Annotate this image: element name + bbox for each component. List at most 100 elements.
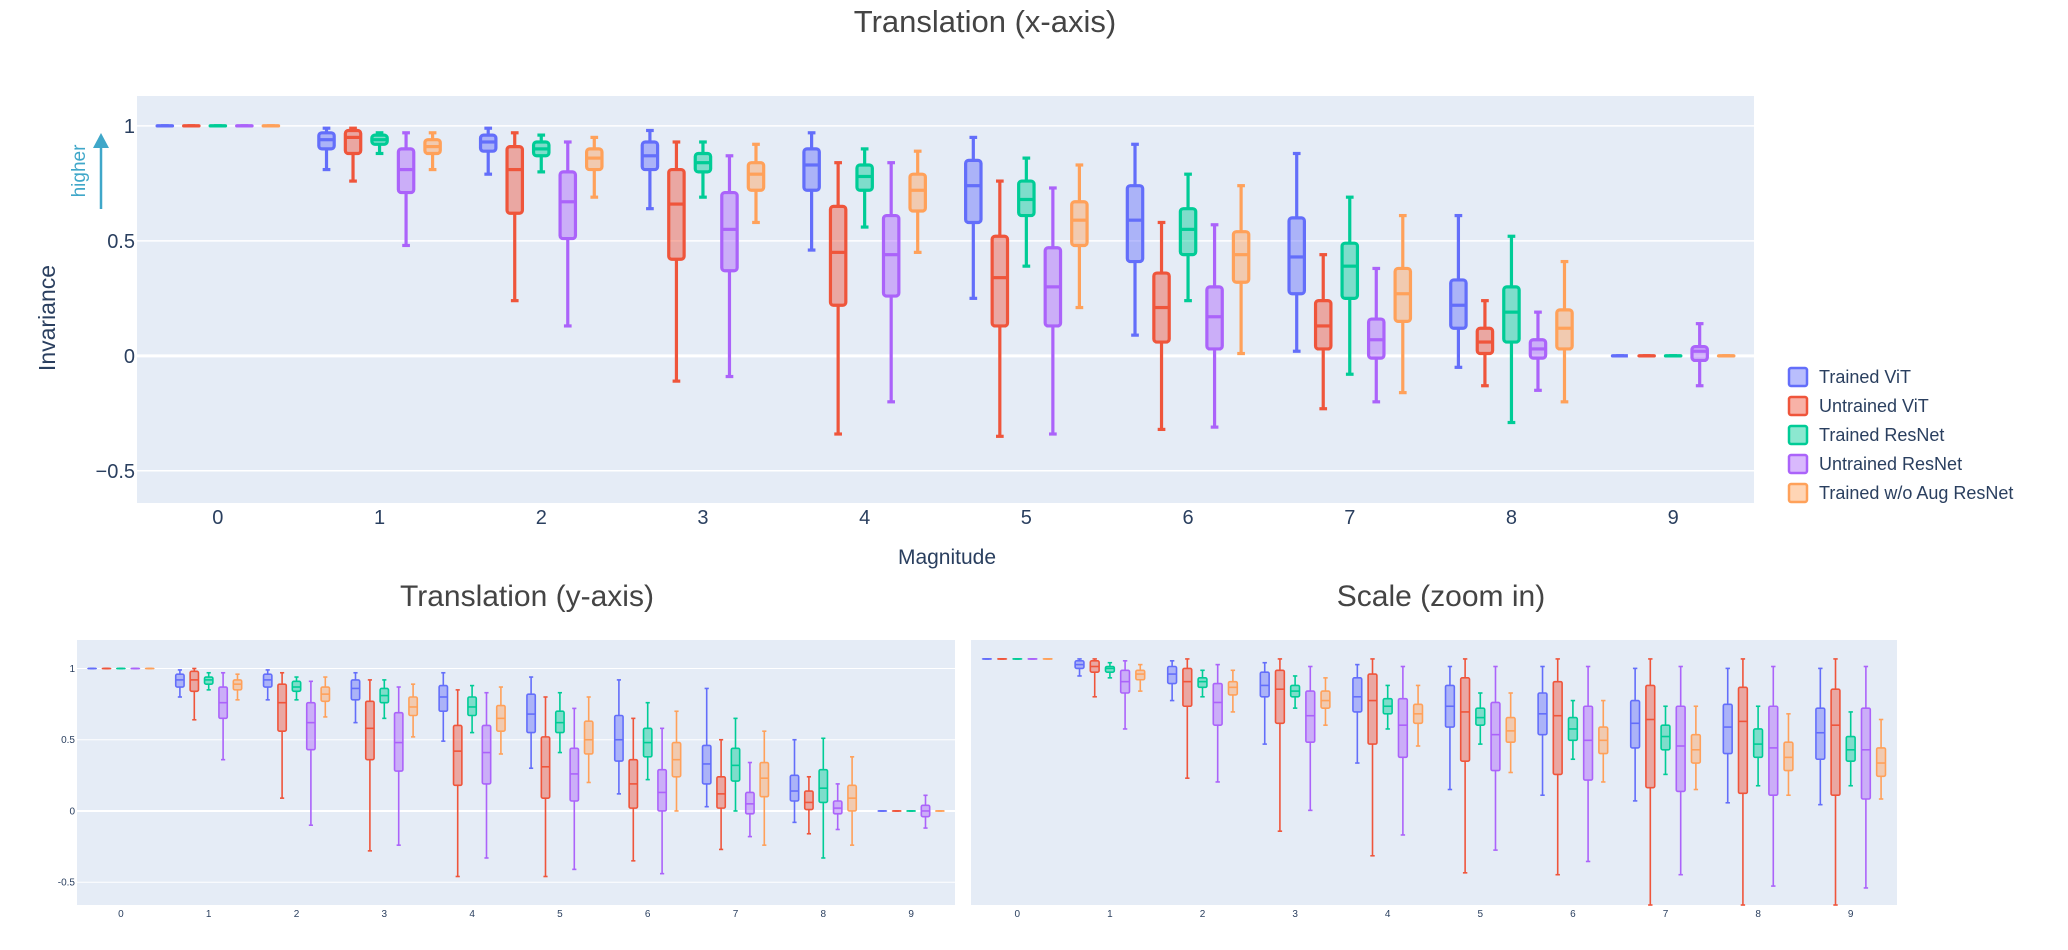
legend-entry-trained-resnet[interactable]: Trained ResNet <box>1787 424 1944 446</box>
box-body <box>964 158 983 225</box>
box-trained-w-o-aug-resnet-3 <box>1320 677 1331 726</box>
legend-swatch <box>1787 366 1809 388</box>
box-trained-vit-3 <box>1259 661 1270 745</box>
box-untrained-resnet-3 <box>393 686 404 846</box>
box-body <box>716 775 727 809</box>
legend-entry-trained-w-o-aug-resnet[interactable]: Trained w/o Aug ResNet <box>1787 482 2013 504</box>
box-body <box>1104 665 1116 673</box>
x-tick-label: 3 <box>382 909 388 920</box>
box-untrained-vit-7 <box>1645 658 1656 906</box>
box-trained-vit-6 <box>1537 665 1548 797</box>
box-body <box>1475 707 1486 726</box>
box-body <box>350 679 361 701</box>
box-body <box>1690 733 1702 764</box>
x-tick-label: 5 <box>1021 507 1032 529</box>
box-body <box>481 724 492 785</box>
x-tick-label: 8 <box>821 909 827 920</box>
box-body <box>1231 230 1251 284</box>
box-trained-w-o-aug-resnet-9 <box>1875 718 1887 800</box>
box-trained-w-o-aug-resnet-8 <box>1555 259 1574 404</box>
x-tick-label: 9 <box>908 909 914 920</box>
box-untrained-resnet-5 <box>1490 665 1501 851</box>
box-trained-w-o-aug-resnet-3 <box>408 683 419 738</box>
box-body <box>1274 669 1286 725</box>
box-body <box>746 161 766 192</box>
legend-label: Untrained ResNet <box>1819 454 1962 474</box>
box-body <box>1166 665 1178 685</box>
box-untrained-vit-1 <box>1089 658 1100 698</box>
box-untrained-vit-3 <box>364 679 375 852</box>
box-trained-vit-1 <box>317 126 336 172</box>
box-untrained-vit-7 <box>1313 253 1333 411</box>
box-trained-vit-2 <box>478 126 498 176</box>
y-tick-label: 0 <box>69 806 75 817</box>
box-trained-resnet-6 <box>642 701 653 781</box>
box-body <box>1675 705 1686 793</box>
box-trained-resnet-4 <box>1382 684 1393 730</box>
box-trained-w-o-aug-resnet-5 <box>1070 163 1089 310</box>
x-tick-label: 3 <box>1292 909 1298 920</box>
box-trained-vit-2 <box>262 669 273 701</box>
box-body <box>1397 697 1409 759</box>
x-tick-label: 6 <box>1570 909 1576 920</box>
box-trained-resnet-8 <box>1752 705 1764 787</box>
box-untrained-vit-7 <box>716 738 727 851</box>
box-trained-resnet-2 <box>291 676 302 701</box>
x-tick-label: 2 <box>294 909 300 920</box>
box-body <box>1875 747 1887 778</box>
box-trained-resnet-2 <box>531 133 551 174</box>
box-body <box>277 683 288 732</box>
x-tick-label: 8 <box>1755 909 1761 920</box>
box-untrained-vit-2 <box>277 671 288 799</box>
box-trained-w-o-aug-resnet-6 <box>671 710 682 812</box>
panel-translation-x: Translation (x-axis) Magnitude Invarianc… <box>34 4 1754 569</box>
x-tick-label: 1 <box>374 507 385 529</box>
x-tick-label: 2 <box>536 507 547 529</box>
box-untrained-resnet-9 <box>920 794 931 829</box>
x-axis-label: Magnitude <box>898 546 996 569</box>
box-untrained-resnet-1 <box>218 671 229 761</box>
box-trained-vit-1 <box>1074 658 1085 677</box>
box-untrained-vit-8 <box>1475 299 1495 388</box>
box-trained-w-o-aug-resnet-1 <box>232 673 243 701</box>
legend: Trained ViT Untrained ViT Trained ResNet Un… <box>1787 366 2013 504</box>
box-untrained-resnet-5 <box>569 707 580 871</box>
box-body <box>1660 724 1671 751</box>
box-trained-resnet-5 <box>1017 156 1036 268</box>
box-untrained-vit-5 <box>540 696 551 878</box>
box-body <box>1490 701 1501 772</box>
panel-translation-y: Translation (y-axis) -0.5 0 0.5 1 0 1 2 3 4 5 6 7 8 9 <box>58 580 955 920</box>
box-trained-vit-4 <box>802 131 821 252</box>
box-trained-resnet-5 <box>554 691 565 754</box>
box-body <box>558 170 578 241</box>
box-untrained-vit-1 <box>189 667 200 721</box>
box-untrained-vit-2 <box>1182 658 1193 779</box>
box-body <box>828 204 848 307</box>
series-trained-w-o-aug-resnet <box>1042 658 1887 800</box>
box-trained-vit-7 <box>1629 667 1641 802</box>
legend-swatch <box>1787 424 1809 446</box>
y-axis-label: Invariance <box>34 265 60 371</box>
box-body <box>908 172 927 213</box>
y-tick-label: 0.5 <box>61 735 75 746</box>
x-tick-label: 0 <box>212 507 223 529</box>
box-trained-resnet-1 <box>370 131 389 156</box>
legend-swatch <box>1787 395 1809 417</box>
box-body <box>657 768 668 812</box>
box-body <box>759 761 770 798</box>
legend-label: Trained ViT <box>1819 367 1911 387</box>
legend-entry-trained-vit[interactable]: Trained ViT <box>1787 366 1911 388</box>
legend-entry-untrained-resnet[interactable]: Untrained ResNet <box>1787 453 1962 475</box>
box-trained-vit-8 <box>1449 213 1468 369</box>
box-untrained-vit-9 <box>1830 658 1841 906</box>
box-trained-resnet-3 <box>1289 675 1301 709</box>
box-trained-vit-8 <box>789 738 800 824</box>
box-trained-w-o-aug-resnet-6 <box>1598 699 1609 783</box>
box-untrained-resnet-9 <box>1690 322 1709 388</box>
box-body <box>1135 669 1146 681</box>
x-tick-label: 6 <box>1182 507 1193 529</box>
box-trained-w-o-aug-resnet-1 <box>1135 663 1146 692</box>
legend-entry-untrained-vit[interactable]: Untrained ViT <box>1787 395 1929 417</box>
chart-title-translation-y: Translation (y-axis) <box>400 580 654 613</box>
box-trained-resnet-1 <box>1104 661 1116 679</box>
